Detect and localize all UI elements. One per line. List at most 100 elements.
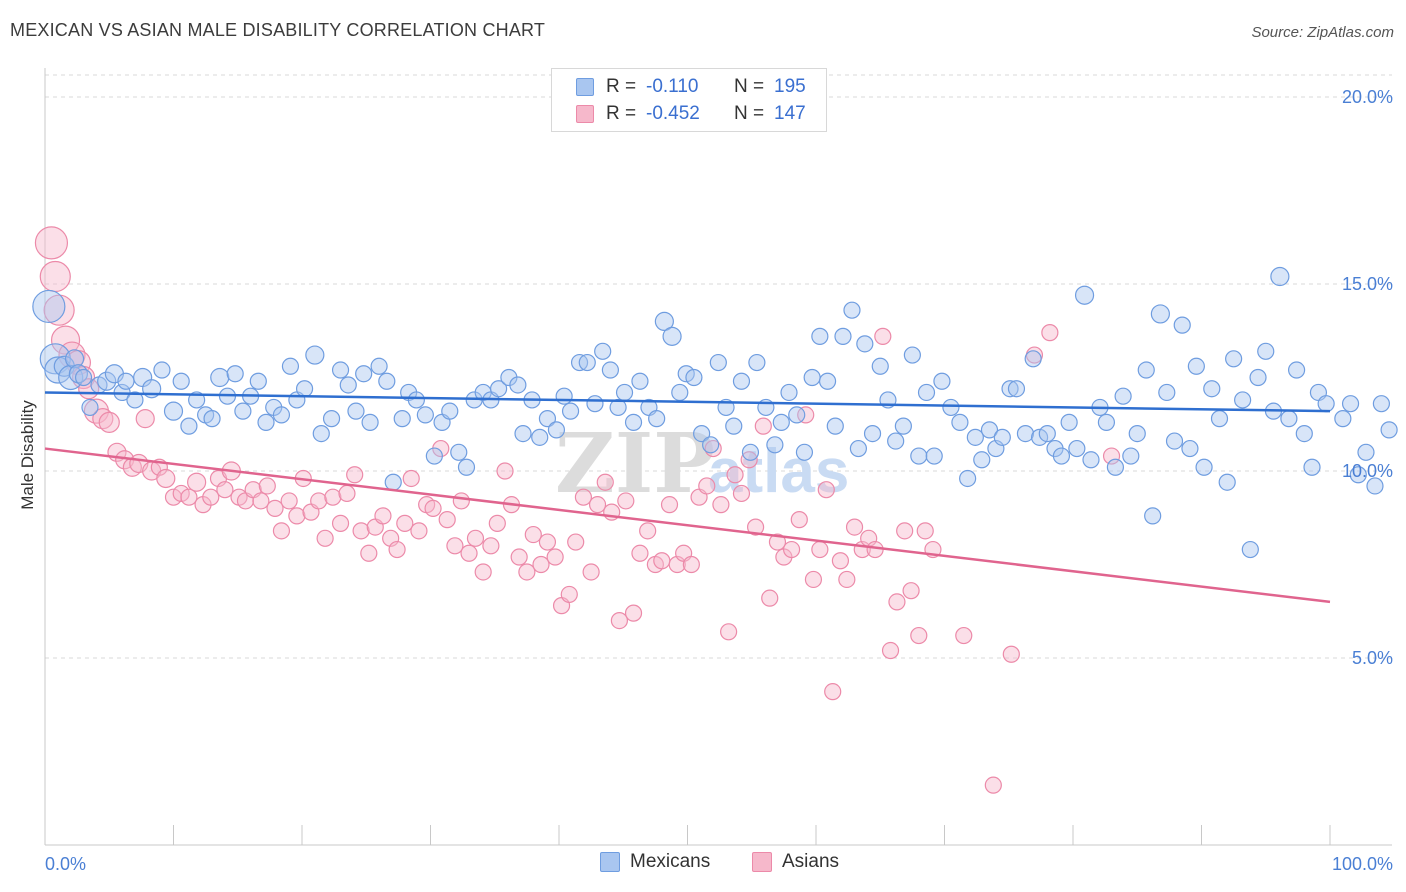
asians-point <box>804 570 823 589</box>
asians-point <box>187 472 207 492</box>
asians-point <box>446 537 464 555</box>
asians-point <box>310 492 328 510</box>
mexicans-point <box>1334 410 1352 428</box>
mexicans-point <box>1287 361 1306 379</box>
asians-point <box>466 529 485 547</box>
asians-point <box>588 496 607 514</box>
asians-point <box>596 473 614 491</box>
mexicans-point <box>732 372 751 390</box>
mexicans-point <box>933 372 951 390</box>
asians-point <box>496 462 514 480</box>
mexicans-point <box>942 398 960 417</box>
mexicans-point <box>1234 391 1252 409</box>
asians-point <box>272 522 291 540</box>
mexicans-point <box>849 439 868 458</box>
mexicans-point <box>1187 357 1205 375</box>
n-value: 195 <box>774 76 806 97</box>
asians-point <box>316 529 334 547</box>
mexicans-trend-line <box>44 391 1331 413</box>
asians-point <box>180 488 198 506</box>
mexicans-point <box>1349 466 1367 484</box>
legend-item-mexicans[interactable]: Mexicans <box>600 851 710 873</box>
mexicans-point <box>917 383 936 402</box>
asians-point <box>747 518 765 536</box>
mexicans-point <box>425 447 443 465</box>
mexicans-point <box>1295 425 1313 443</box>
r-value: -0.452 <box>646 103 700 124</box>
asians-point <box>538 533 557 551</box>
asians-point <box>874 327 892 345</box>
mexicans-point <box>538 410 557 428</box>
mexicans-point <box>780 383 798 402</box>
mexicans-point <box>203 410 221 428</box>
asians-point <box>39 260 71 293</box>
asians-point <box>43 294 75 326</box>
mexicans-point <box>1257 342 1275 360</box>
mexicans-point <box>1007 380 1026 398</box>
mexicans-point <box>531 428 549 446</box>
trend-lines <box>44 391 1331 604</box>
asians-point <box>831 552 850 570</box>
mexicans-point <box>234 402 252 420</box>
mexicans-point <box>1165 432 1184 450</box>
mexicans-point <box>1082 451 1100 469</box>
mexicans-point <box>1144 507 1162 525</box>
mexicans-swatch <box>576 78 594 96</box>
mexicans-point <box>384 473 402 491</box>
asians-point <box>984 776 1002 794</box>
mexicans-point <box>1195 458 1213 476</box>
mexicans-point <box>887 432 905 450</box>
asians-point <box>610 611 628 630</box>
legend-item-asians[interactable]: Asians <box>752 851 839 873</box>
mexicans-point <box>951 413 969 431</box>
mexicans-point <box>249 372 267 390</box>
asians-point <box>202 488 220 506</box>
mexicans-point <box>993 428 1011 446</box>
mexicans-point <box>347 402 365 420</box>
watermark-zip: ZIP <box>555 416 715 512</box>
axes <box>44 68 1392 846</box>
asians-point <box>582 563 600 581</box>
mexicans-point <box>370 357 388 375</box>
asians-point <box>288 507 306 525</box>
mexicans-point <box>153 361 171 379</box>
asians-point <box>452 492 470 510</box>
mexicans-point <box>856 335 874 353</box>
asians-point <box>698 477 716 495</box>
asians-point <box>438 511 456 529</box>
asians-point <box>811 540 829 559</box>
mexicans-point <box>615 383 634 402</box>
mexicans-point <box>450 443 468 461</box>
mexicans-point <box>648 410 666 428</box>
mexicans-point <box>894 417 912 435</box>
asians-point <box>402 469 420 488</box>
mexicans-point <box>1158 383 1176 402</box>
asians-legend-label: Asians <box>782 851 840 872</box>
asians-point <box>324 488 342 506</box>
mexicans-point <box>654 311 674 331</box>
mexicans-point <box>361 413 379 431</box>
asians-point <box>726 466 744 484</box>
y-tick-label: 5.0% <box>1352 648 1393 668</box>
asians-point <box>374 507 392 525</box>
mexicans-point <box>1270 266 1290 287</box>
mexicans-point <box>871 357 889 375</box>
asians-trend-line <box>44 447 1331 604</box>
mexicans-point <box>514 425 532 443</box>
asians-point <box>560 585 578 604</box>
mexicans-point <box>811 327 829 345</box>
mexicans-point <box>1097 413 1116 431</box>
r-label: R = <box>606 76 637 97</box>
mexicans-point <box>64 349 85 369</box>
asians-point <box>388 540 406 559</box>
mexicans-point <box>594 342 612 360</box>
asians-point <box>617 492 635 510</box>
r-value: -0.110 <box>646 76 699 97</box>
mexicans-point <box>766 436 784 454</box>
mexicans-point <box>407 391 425 409</box>
mexicans-point <box>1122 447 1140 465</box>
asians-point <box>797 406 815 424</box>
mexicans-point <box>795 443 814 461</box>
